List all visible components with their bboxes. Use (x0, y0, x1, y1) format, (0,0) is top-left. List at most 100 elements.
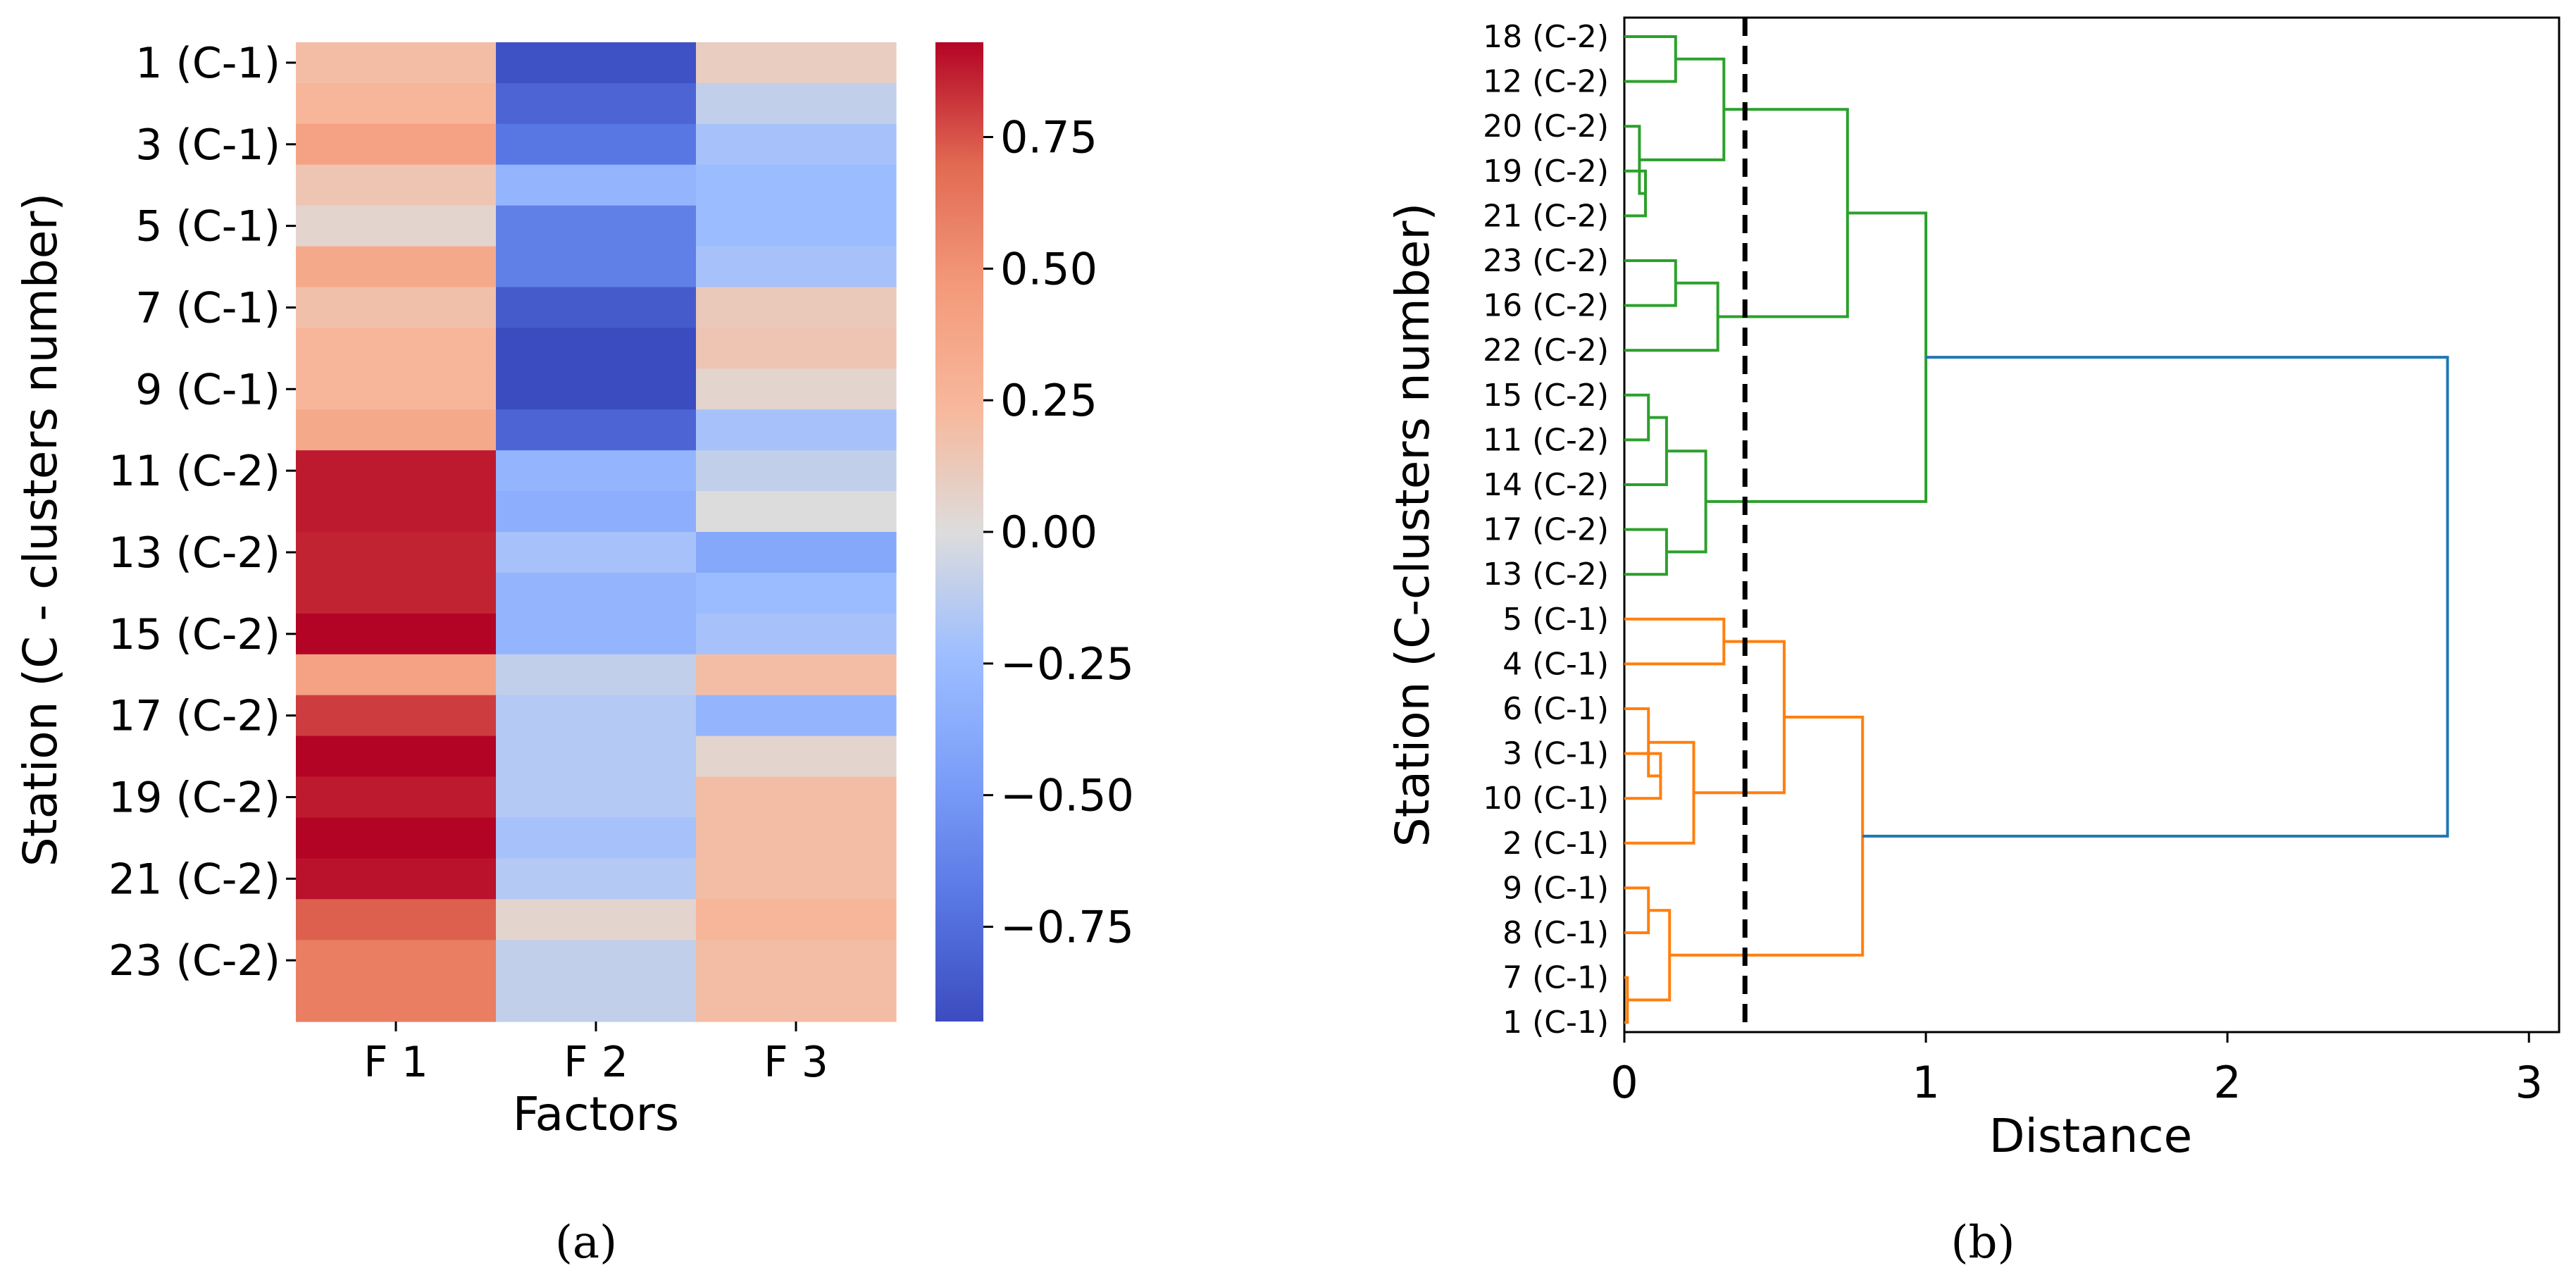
dendrogram-leaf-label: 20 (C-2) (1483, 108, 1609, 144)
heatmap-cell (296, 735, 497, 778)
heatmap-cell (496, 613, 697, 655)
heatmap-cell (296, 450, 497, 492)
heatmap-cell (696, 123, 897, 166)
heatmap-cell (496, 940, 697, 981)
dendrogram-links (1624, 35, 2449, 1024)
heatmap-y-ticks: 1 (C-1) 3 (C-1) 5 (C-1) 7 (C-1) 9 (C-1) 11 (C… (108, 39, 296, 986)
colorbar-tick-label: 0.25 (1000, 375, 1097, 426)
dendrogram-leaf-label: 1 (C-1) (1502, 1005, 1609, 1041)
heatmap-cell (296, 940, 497, 981)
heatmap-cell (496, 735, 697, 778)
heatmap-cell (496, 654, 697, 696)
heatmap-x-tick-label: F 2 (564, 1038, 628, 1087)
dendrogram-x-axis-label: Distance (1989, 1109, 2193, 1163)
heatmap-cell (296, 817, 497, 859)
colorbar-ticks: 0.75 0.50 0.25 0.00 −0.25 −0.50 −0.75 (983, 112, 1134, 952)
colorbar-tick-label: −0.50 (1000, 770, 1134, 821)
colorbar-tick-label: 0.50 (1000, 243, 1097, 294)
heatmap-cell (696, 899, 897, 941)
colorbar-tick-label: 0.00 (1000, 507, 1097, 558)
heatmap-cell (496, 695, 697, 737)
dendrogram-link (1624, 281, 1719, 352)
dendrogram-leaf-label: 5 (C-1) (1502, 602, 1609, 638)
heatmap-cell (496, 328, 697, 369)
heatmap-cell (496, 368, 697, 410)
dendrogram-leaf-label: 18 (C-2) (1483, 19, 1609, 55)
dendrogram-link (1624, 35, 1677, 83)
dendrogram-leaf-label: 22 (C-2) (1483, 333, 1609, 368)
heatmap-cell (696, 613, 897, 655)
dendrogram-y-ticks: 18 (C-2) 12 (C-2) 20 (C-2) 19 (C-2) 21 (C-2)… (1483, 19, 1609, 1041)
heatmap-cell (496, 164, 697, 206)
dendrogram-x-ticks: 0 1 2 3 (1610, 1032, 2543, 1108)
dendrogram-link (1624, 740, 1695, 845)
heatmap-cell (296, 328, 497, 369)
dendrogram-link (1705, 211, 1928, 503)
heatmap-cell (696, 328, 897, 369)
dendrogram-leaf-label: 4 (C-1) (1502, 646, 1609, 682)
heatmap-cell (696, 450, 897, 492)
heatmap-cell (296, 491, 497, 533)
heatmap-cell (296, 82, 497, 125)
heatmap-cell (496, 287, 697, 329)
heatmap-cell (496, 409, 697, 451)
dendrogram-leaf-label: 9 (C-1) (1502, 870, 1609, 906)
dendrogram-leaf-label: 7 (C-1) (1502, 960, 1609, 996)
heatmap-x-ticks: F 1 F 2 F 3 (363, 1022, 828, 1087)
dendrogram-link (1639, 57, 1726, 161)
heatmap-y-tick-label: 23 (C-2) (108, 936, 280, 986)
heatmap-cell (296, 123, 497, 166)
dendrogram-leaf-label: 13 (C-2) (1483, 557, 1609, 592)
dendrogram-link (1624, 886, 1650, 934)
dendrogram-leaf-label: 12 (C-2) (1483, 64, 1609, 100)
heatmap-cell (696, 491, 897, 533)
dendrogram-leaf-label: 8 (C-1) (1502, 915, 1609, 951)
dendrogram-leaf-label: 19 (C-2) (1483, 154, 1609, 190)
dendrogram-link (1862, 356, 2449, 838)
heatmap-y-tick-label: 9 (C-1) (135, 365, 280, 414)
heatmap-cell (296, 246, 497, 288)
dendrogram-leaf-label: 15 (C-2) (1483, 378, 1609, 414)
heatmap-cell (296, 287, 497, 329)
heatmap-cell (296, 899, 497, 941)
colorbar-tick-label: 0.75 (1000, 112, 1097, 163)
heatmap-cell (696, 42, 897, 84)
heatmap-y-tick-label: 19 (C-2) (108, 773, 280, 822)
heatmap-x-tick-label: F 3 (764, 1038, 828, 1087)
heatmap-cell (696, 205, 897, 247)
heatmap-y-tick-label: 5 (C-1) (135, 202, 280, 252)
dendrogram-link (1669, 715, 1865, 957)
heatmap-cell (696, 572, 897, 614)
heatmap-cell (696, 695, 897, 737)
heatmap-cell (296, 164, 497, 206)
dendrogram-x-tick-label: 3 (2515, 1057, 2542, 1108)
dendrogram-link (1666, 449, 1707, 554)
heatmap-cell (296, 205, 497, 247)
heatmap-cell (696, 368, 897, 410)
heatmap-cell (496, 899, 697, 941)
heatmap-cell (496, 981, 697, 1022)
heatmap-panel: 1 (C-1) 3 (C-1) 5 (C-1) 7 (C-1) 9 (C-1) 11 (C… (13, 39, 1134, 1269)
heatmap-y-tick-label: 13 (C-2) (108, 528, 280, 578)
heatmap-cell (696, 776, 897, 819)
heatmap-cell (496, 82, 697, 125)
dendrogram-leaf-label: 11 (C-2) (1483, 422, 1609, 458)
heatmap-cell (696, 246, 897, 288)
heatmap-cell (496, 776, 697, 819)
dendrogram-link (1624, 617, 1726, 666)
heatmap-cell (696, 735, 897, 778)
dendrogram-link (1717, 108, 1849, 318)
heatmap-cell (296, 409, 497, 451)
heatmap-cell (496, 572, 697, 614)
heatmap-cells (296, 42, 897, 1022)
heatmap-cell (696, 654, 897, 696)
dendrogram-leaf-label: 10 (C-1) (1483, 781, 1609, 817)
dendrogram-leaf-label: 3 (C-1) (1502, 736, 1609, 772)
dendrogram-leaf-label: 16 (C-2) (1483, 288, 1609, 324)
heatmap-y-axis-label: Station (C - clusters number) (13, 193, 68, 867)
panel-label-a: (a) (555, 1217, 617, 1269)
dendrogram-x-tick-label: 2 (2213, 1057, 2241, 1108)
heatmap-y-tick-label: 3 (C-1) (135, 120, 280, 170)
dendrogram-x-tick-label: 0 (1610, 1057, 1638, 1108)
